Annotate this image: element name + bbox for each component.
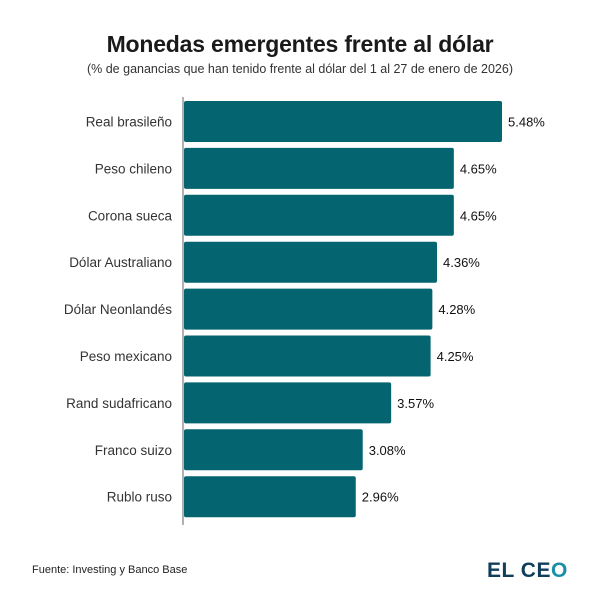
value-label: 4.28% [438, 302, 475, 317]
category-label: Rublo ruso [107, 490, 172, 505]
bar-3 [184, 241, 438, 283]
category-label: Rand sudafricano [66, 396, 172, 411]
category-label: Peso mexicano [80, 349, 172, 364]
bar-5 [184, 335, 431, 377]
category-label: Dólar Australiano [69, 255, 172, 270]
value-label: 2.96% [362, 490, 399, 505]
category-label: Peso chileno [95, 161, 172, 176]
category-label: Franco suizo [95, 443, 172, 458]
source-note: Fuente: Investing y Banco Base [32, 564, 188, 576]
logo-text: EL CE [487, 559, 551, 582]
value-label: 3.08% [369, 443, 406, 458]
bar-1 [184, 147, 454, 189]
bar-7 [184, 429, 363, 471]
value-label: 4.65% [460, 161, 497, 176]
category-label: Real brasileño [86, 115, 172, 130]
bar-6 [184, 382, 392, 424]
bar-8 [184, 476, 356, 518]
value-label: 4.65% [460, 208, 497, 223]
value-label: 4.36% [443, 255, 480, 270]
chart-title: Monedas emergentes frente al dólar [106, 31, 494, 57]
value-label: 4.25% [437, 349, 474, 364]
bar-4 [184, 288, 433, 330]
brand-logo: EL CEO [487, 559, 568, 583]
category-label: Corona sueca [88, 208, 173, 223]
logo-accent: O [550, 559, 568, 582]
chart-subtitle: (% de ganancias que han tenido frente al… [86, 62, 513, 76]
bar-2 [184, 194, 454, 236]
value-label: 3.57% [397, 396, 434, 411]
value-label: 5.48% [508, 115, 545, 130]
bar-0 [184, 101, 502, 142]
category-label: Dólar Neonlandés [64, 302, 172, 317]
